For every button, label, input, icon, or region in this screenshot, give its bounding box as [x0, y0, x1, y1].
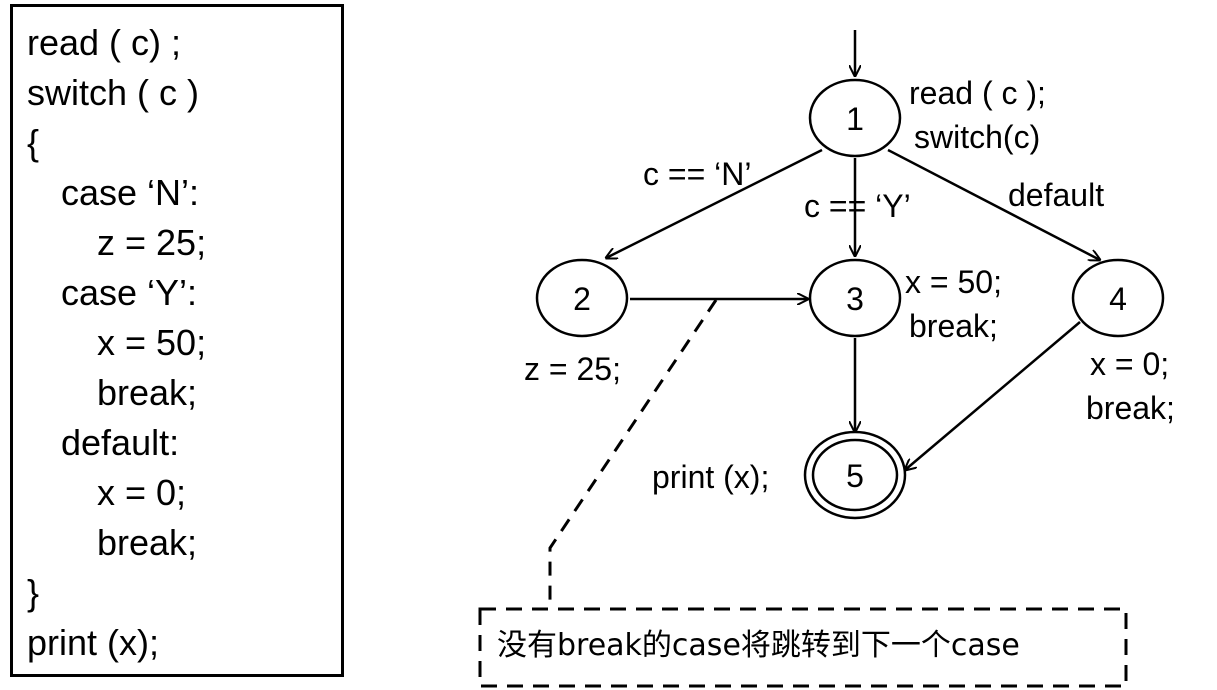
callout-connector — [548, 299, 718, 608]
node-1-stmt-line1: read ( c ); — [909, 75, 1046, 111]
code-line: print (x); — [27, 622, 160, 663]
node-4-label: 4 — [1109, 281, 1127, 317]
node-4: 4 — [1071, 258, 1165, 338]
node-3-label: 3 — [846, 281, 864, 317]
code-line: { — [27, 122, 40, 163]
node-2-label: 2 — [573, 281, 591, 317]
node-3: 3 — [808, 258, 902, 338]
node-1-label: 1 — [846, 101, 864, 137]
edge-1-2-label: c == ‘N’ — [643, 156, 751, 192]
node-2-stmt: z = 25; — [524, 351, 621, 387]
edge-1-3-label: c == ‘Y’ — [804, 188, 911, 224]
code-line: break; — [97, 372, 198, 413]
code-line: x = 50; — [97, 322, 207, 363]
edge-1-4 — [887, 148, 1100, 260]
node-1-stmt-line2: switch(c) — [914, 119, 1040, 155]
code-line: read ( c) ; — [27, 22, 182, 63]
node-3-stmt-line2: break; — [909, 308, 998, 344]
node-5-stmt: print (x); — [652, 459, 769, 495]
code-line: case ‘Y’: — [61, 272, 198, 313]
node-5-final: 5 — [803, 430, 907, 520]
node-4-stmt-line2: break; — [1086, 390, 1175, 426]
edge-1-2 — [606, 148, 823, 258]
code-line: break; — [97, 522, 198, 563]
code-line: x = 0; — [97, 472, 187, 513]
code-listing-box: read ( c) ; switch ( c ) { case ‘N’: z =… — [10, 4, 344, 677]
code-line: } — [27, 572, 40, 613]
edge-1-4-label: default — [1008, 177, 1104, 213]
annotation-text: 没有break的case将跳转到下一个case — [497, 628, 1020, 663]
node-4-stmt-line1: x = 0; — [1090, 346, 1169, 382]
code-line: z = 25; — [97, 222, 207, 263]
node-3-stmt-line1: x = 50; — [905, 264, 1002, 300]
code-line: case ‘N’: — [61, 172, 200, 213]
code-line: default: — [61, 422, 180, 463]
node-1: 1 — [808, 78, 902, 158]
node-5-label: 5 — [846, 458, 864, 494]
annotation-box — [478, 607, 1128, 688]
edge-4-5 — [905, 321, 1081, 470]
code-line: switch ( c ) — [27, 72, 200, 113]
node-2: 2 — [535, 258, 629, 338]
